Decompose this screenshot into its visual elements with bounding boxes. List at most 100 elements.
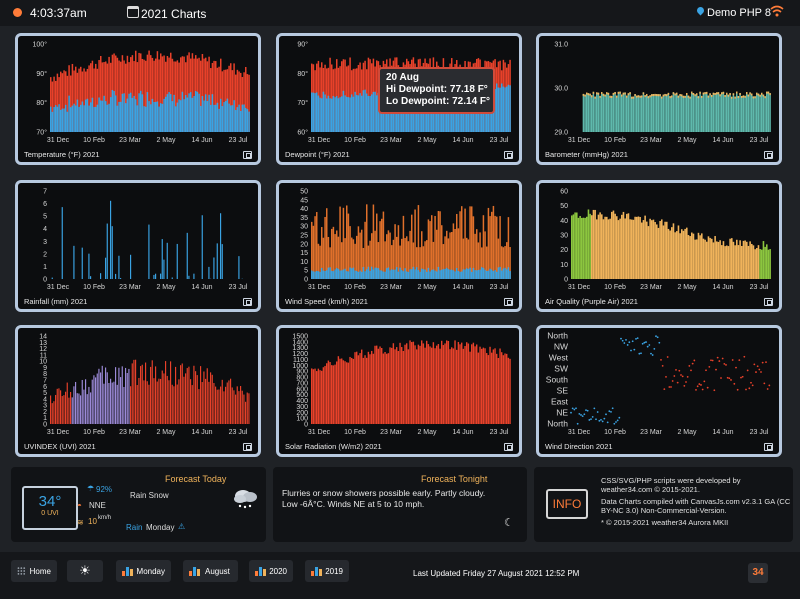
expand-icon[interactable] <box>504 298 513 306</box>
bar <box>611 95 613 98</box>
monday-button[interactable]: Monday <box>116 560 171 582</box>
bar <box>316 92 318 132</box>
bar <box>141 94 144 132</box>
bar <box>469 267 471 279</box>
theme-button[interactable]: ☀ <box>67 560 103 582</box>
bar <box>471 344 473 424</box>
bar <box>191 385 193 424</box>
expand-icon[interactable] <box>243 151 252 159</box>
expand-icon[interactable] <box>764 298 773 306</box>
info-button[interactable]: INFO <box>546 489 588 519</box>
x-tick-label: 14 Jun <box>712 137 733 144</box>
bar <box>497 357 500 424</box>
location-label[interactable]: Demo PHP 8 <box>707 7 771 19</box>
bar <box>607 219 610 279</box>
bar <box>246 74 249 132</box>
point <box>678 369 681 372</box>
bar <box>344 238 346 279</box>
bar <box>118 101 120 132</box>
bar <box>466 342 468 424</box>
x-tick-label: 14 Jun <box>452 137 473 144</box>
point <box>603 417 606 420</box>
bar <box>346 96 348 132</box>
bar <box>446 230 448 279</box>
bar <box>206 100 209 132</box>
x-tick-label: 14 Jun <box>452 429 473 436</box>
uv-index-chart-panel[interactable]: 14 13 12 11 10 9 8 7 6 5 4 3 2 1 0 31 Dec 10 Feb 23 Mar 2 … <box>15 325 261 457</box>
bar <box>449 349 451 424</box>
bar <box>604 94 606 132</box>
bar <box>342 90 345 132</box>
bar <box>240 386 242 424</box>
rainfall-chart-panel[interactable]: 7 6 5 4 3 2 1 0 31 Dec 10 Feb 23 Mar 2 May 14 Jun 23 … <box>15 180 261 312</box>
point <box>598 419 601 422</box>
temperature-chart-panel[interactable]: 100° 90° 80° 70° 31 Dec 10 Feb 23 Mar 2 May 14 J… <box>15 33 261 165</box>
expand-icon[interactable] <box>243 298 252 306</box>
bar <box>374 345 376 424</box>
bar <box>185 95 187 132</box>
expand-icon[interactable] <box>764 443 773 451</box>
bar <box>220 213 222 279</box>
expand-icon[interactable] <box>243 443 252 451</box>
wind-speed-chart-panel[interactable]: 50 45 40 35 30 25 20 15 10 5 0 31 Dec 10 Feb 23 Mar 2 … <box>276 180 522 312</box>
bar <box>759 248 761 279</box>
x-tick-label: 31 Dec <box>568 284 591 291</box>
y-tick-label: 100 <box>296 416 308 423</box>
bar <box>210 372 212 424</box>
sun-icon: ☀ <box>79 563 91 578</box>
bar <box>58 388 60 424</box>
weather34-logo[interactable]: 34 <box>748 563 768 583</box>
bar <box>502 247 505 279</box>
home-button[interactable]: Home <box>11 560 57 582</box>
bar <box>671 95 673 98</box>
bar <box>421 268 423 279</box>
wind-direction-chart-panel[interactable]: North NW West SW South SE East NE North 31 Dec 10 … <box>536 325 782 457</box>
bar <box>246 109 249 132</box>
bar <box>133 95 135 132</box>
grid-icon <box>17 567 26 575</box>
bar <box>238 104 240 132</box>
bar <box>459 344 461 424</box>
air-quality-chart-panel[interactable]: 60 50 40 30 20 10 0 31 Dec 10 Feb 23 Mar 2 May 14 J… <box>536 180 782 312</box>
bar <box>756 92 758 95</box>
bar <box>579 215 581 279</box>
bar <box>238 256 240 279</box>
bar <box>654 93 656 132</box>
year-2019-button[interactable]: 2019 <box>305 560 349 582</box>
expand-icon[interactable] <box>504 443 513 451</box>
y-tick-label: North <box>547 419 568 429</box>
wind-speed: 10 <box>88 517 97 526</box>
tooltip-hi-label: Hi Dewpoint: <box>386 84 448 95</box>
bar <box>689 96 691 132</box>
expand-icon[interactable] <box>764 151 773 159</box>
bar <box>371 233 373 279</box>
bar <box>731 96 733 132</box>
barometer-chart-panel[interactable]: 31.0 30.0 29.0 31 Dec 10 Feb 23 Mar 2 May 14 Ju… <box>536 33 782 165</box>
bar <box>66 111 69 132</box>
year-2020-button[interactable]: 2020 <box>249 560 293 582</box>
bar <box>709 237 711 279</box>
bar <box>449 269 451 279</box>
solar-radiation-chart-panel[interactable]: 1500 1400 1300 1200 1100 1000 900 800 700 600 500 4… <box>276 325 522 457</box>
point <box>755 371 757 373</box>
august-button[interactable]: August <box>183 560 238 582</box>
bar <box>193 365 195 424</box>
point <box>661 365 664 367</box>
bar <box>228 380 230 424</box>
credits-line-1: CSS/SVG/PHP scripts were developed by we… <box>601 476 741 494</box>
point <box>656 336 659 339</box>
bar <box>729 238 731 279</box>
expand-icon[interactable] <box>504 151 513 159</box>
bar <box>384 351 386 424</box>
bar <box>574 212 576 279</box>
bar <box>589 93 591 96</box>
bar <box>741 95 743 98</box>
bar <box>624 92 626 132</box>
bar <box>150 104 152 132</box>
bar <box>686 92 688 95</box>
bar <box>349 356 351 424</box>
bar <box>236 107 239 132</box>
y-tick-label: 60° <box>297 129 308 137</box>
x-tick-label: 23 Mar <box>640 429 662 436</box>
bar <box>606 216 608 279</box>
